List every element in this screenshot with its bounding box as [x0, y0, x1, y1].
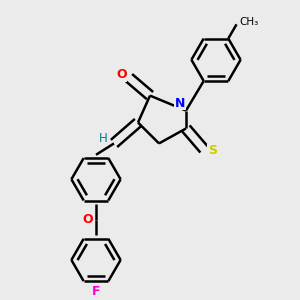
Text: N: N — [175, 97, 185, 110]
Text: F: F — [92, 285, 100, 298]
Text: S: S — [208, 144, 217, 158]
Text: O: O — [116, 68, 127, 81]
Text: CH₃: CH₃ — [239, 17, 259, 27]
Text: H: H — [99, 132, 108, 146]
Text: O: O — [82, 213, 93, 226]
